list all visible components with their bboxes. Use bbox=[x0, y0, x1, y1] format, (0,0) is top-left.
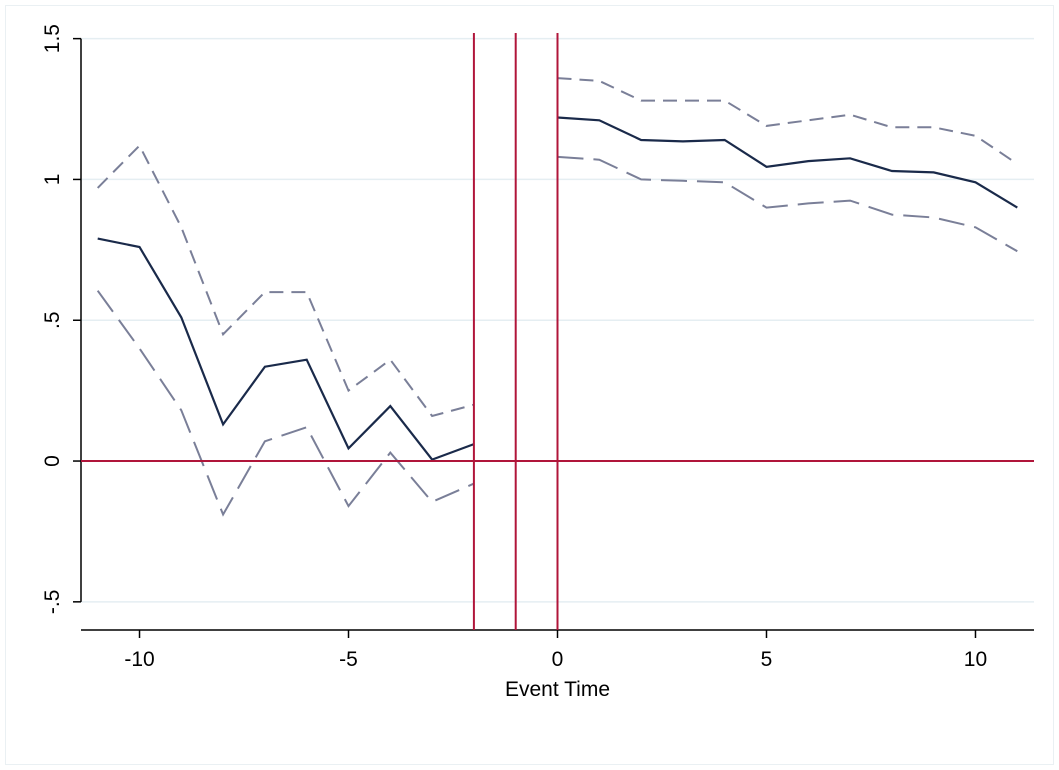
y-tick-label-3: 1 bbox=[41, 174, 64, 186]
tick-labels: -.5 0 .5 1 1.5 -10 -5 0 5 10 bbox=[41, 24, 987, 671]
ci-upper-line-0 bbox=[96, 143, 475, 418]
estimate-line-1 bbox=[557, 116, 1018, 209]
y-tick-label-4: 1.5 bbox=[41, 24, 64, 53]
reference-lines bbox=[81, 33, 1034, 630]
y-tick-label-1: 0 bbox=[41, 455, 64, 467]
x-tick-label-2: 0 bbox=[552, 648, 564, 671]
ci-upper-line-1 bbox=[557, 77, 1018, 165]
ci-lower-line-1 bbox=[557, 155, 1018, 253]
x-tick-label-1: -5 bbox=[339, 648, 358, 671]
x-tick-label-0: -10 bbox=[124, 648, 154, 671]
x-tick-label-3: 5 bbox=[761, 648, 773, 671]
estimate-line-0 bbox=[97, 237, 475, 461]
axes bbox=[73, 37, 1034, 638]
y-tick-label-2: .5 bbox=[41, 311, 64, 329]
y-tick-label-0: -.5 bbox=[41, 590, 64, 615]
ci-lower-line-0 bbox=[96, 290, 475, 517]
x-tick-label-4: 10 bbox=[964, 648, 987, 671]
series-group bbox=[96, 77, 1018, 517]
x-axis-title: Event Time bbox=[505, 678, 610, 701]
